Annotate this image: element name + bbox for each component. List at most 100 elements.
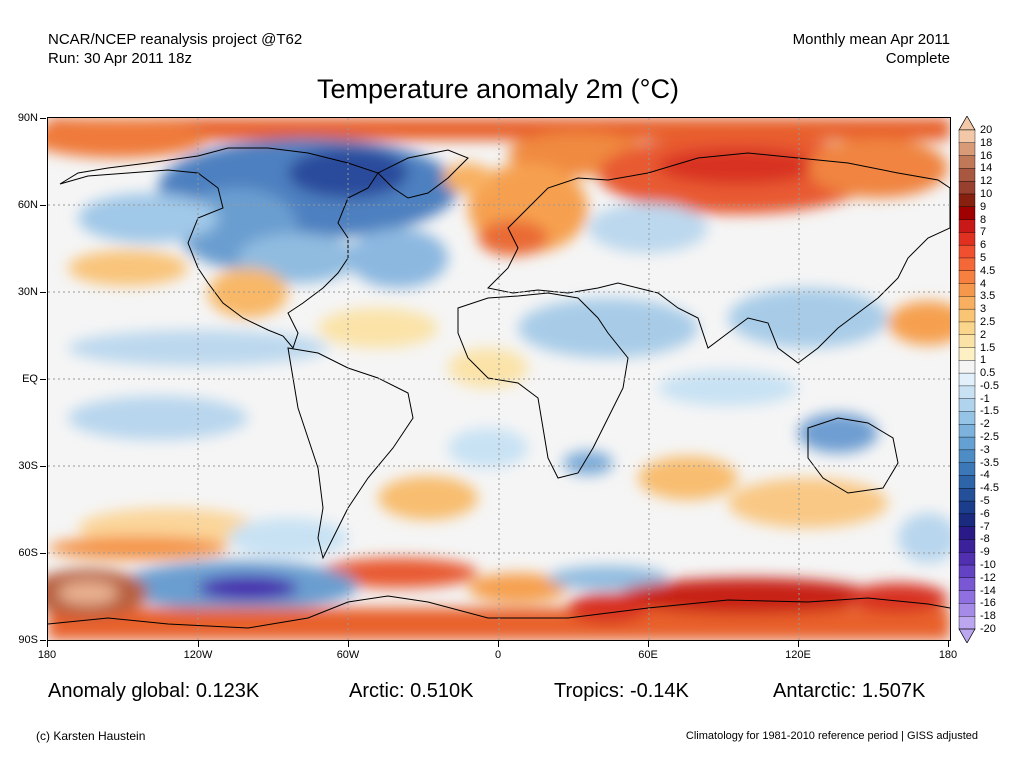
colorbar-swatch — [958, 219, 976, 233]
africa-coast — [457, 292, 629, 479]
colorbar-swatch — [958, 424, 976, 438]
colorbar-swatch — [958, 590, 976, 604]
colorbar-swatch — [958, 257, 976, 272]
colorbar-swatch — [958, 347, 976, 361]
status-label: Complete — [885, 50, 950, 67]
colorbar-swatch — [958, 526, 976, 540]
colorbar-swatch — [958, 206, 976, 221]
colorbar-label: 12 — [980, 175, 993, 188]
map-title: Temperature anomaly 2m (°C) — [317, 74, 679, 104]
colorbar-label: -3 — [980, 443, 990, 456]
colorbar-label: -5 — [980, 495, 990, 508]
lat-tick — [40, 292, 46, 293]
tropics-anomaly: Tropics: -0.14K — [554, 680, 689, 702]
antarctic-anomaly: Antarctic: 1.507K — [773, 680, 926, 702]
colorbar-label: -0.5 — [980, 379, 999, 392]
lon-tick — [948, 641, 949, 647]
colorbar-label: 1.5 — [980, 341, 996, 354]
colorbar-swatch — [958, 488, 976, 502]
colorbar-swatch — [958, 552, 976, 566]
colorbar-label: 14 — [980, 162, 993, 175]
lon-label-180e: 180 — [938, 649, 958, 661]
antarctica-coast — [48, 595, 950, 629]
australia-coast — [807, 417, 899, 494]
colorbar-swatch — [958, 603, 976, 617]
colorbar-swatch — [958, 577, 976, 592]
colorbar-label: 9 — [980, 200, 987, 213]
colorbar-swatch — [958, 232, 976, 246]
lon-tick — [648, 641, 649, 647]
lat-tick — [40, 205, 46, 206]
header-left: NCAR/NCEP reanalysis project @T62 Run: 3… — [48, 30, 302, 68]
colorbar-swatch — [958, 500, 976, 515]
greenland-coast — [377, 149, 469, 199]
lat-tick — [40, 553, 46, 554]
lon-tick — [198, 641, 199, 647]
lat-label-90n: 90N — [17, 112, 38, 124]
colorbar-label: -20 — [980, 623, 996, 635]
colorbar-label: -12 — [980, 571, 996, 584]
colorbar-swatch — [958, 564, 976, 579]
model-name: NCAR/NCEP reanalysis project @T62 — [48, 31, 303, 48]
colorbar-swatch — [958, 129, 976, 144]
colorbar-label: -6 — [980, 507, 990, 520]
lat-tick — [40, 118, 46, 119]
colorbar-label: 3.5 — [980, 290, 996, 303]
colorbar-swatch — [958, 244, 976, 259]
colorbar-swatch — [958, 385, 976, 400]
lon-label-180w: 180 — [37, 649, 57, 661]
south-america-coast — [287, 347, 414, 560]
climatology-note: Climatology for 1981-2010 reference peri… — [685, 730, 978, 742]
colorbar-swatch — [958, 180, 976, 195]
colorbar-label: 4.5 — [980, 264, 996, 277]
lat-label-eq: EQ — [22, 373, 38, 385]
eurasia-coast — [486, 152, 950, 364]
colorbar-swatch — [958, 539, 976, 553]
colorbar-swatch — [958, 449, 976, 464]
lon-label-120w: 120W — [183, 649, 213, 661]
arctic-anomaly: Arctic: 0.510K — [349, 680, 474, 702]
lat-label-30s: 30S — [18, 460, 38, 472]
colorbar-swatch — [958, 513, 976, 528]
header-right: Monthly mean Apr 2011 Complete — [793, 30, 950, 68]
colorbar-label: -16 — [980, 597, 996, 610]
colorbar-label: 5 — [980, 251, 987, 264]
colorbar-label: -4 — [980, 469, 990, 482]
lat-label-60s: 60S — [18, 547, 38, 559]
colorbar-swatch — [958, 270, 976, 285]
lon-tick — [348, 641, 349, 647]
colorbar-label: 2.5 — [980, 315, 996, 328]
colorbar-label: -10 — [980, 559, 996, 572]
lon-label-60w: 60W — [336, 649, 360, 661]
lat-label-30n: 30N — [17, 286, 38, 298]
graticule — [48, 118, 950, 640]
colorbar-label: 7 — [980, 226, 987, 239]
colorbar-label: 0.5 — [980, 367, 996, 380]
map-canvas — [48, 118, 950, 640]
lat-tick — [40, 379, 46, 380]
colorbar-label: -1 — [980, 392, 990, 405]
colorbar-swatch — [958, 398, 976, 412]
colorbar-label: -4.5 — [980, 482, 999, 495]
colorbar — [958, 116, 976, 643]
run-time: Run: 30 Apr 2011 18z — [48, 50, 192, 67]
lon-label-120e: 120E — [785, 649, 811, 661]
colorbar-label: 3 — [980, 303, 987, 316]
colorbar-min-arrow — [958, 628, 976, 643]
colorbar-label: 16 — [980, 149, 993, 162]
colorbar-label: 4 — [980, 277, 987, 290]
colorbar-label: -3.5 — [980, 456, 999, 469]
lon-tick — [498, 641, 499, 647]
north-america-coast — [59, 147, 379, 350]
colorbar-swatch — [958, 411, 976, 425]
colorbar-label: 2 — [980, 328, 987, 341]
colorbar-label: -14 — [980, 584, 996, 597]
colorbar-swatch — [958, 193, 976, 208]
lon-tick — [798, 641, 799, 647]
coastlines — [48, 147, 950, 629]
colorbar-swatch — [958, 372, 976, 387]
colorbar-swatch — [958, 321, 976, 336]
colorbar-swatch — [958, 283, 976, 297]
colorbar-swatch — [958, 168, 976, 182]
lat-tick — [40, 640, 46, 641]
